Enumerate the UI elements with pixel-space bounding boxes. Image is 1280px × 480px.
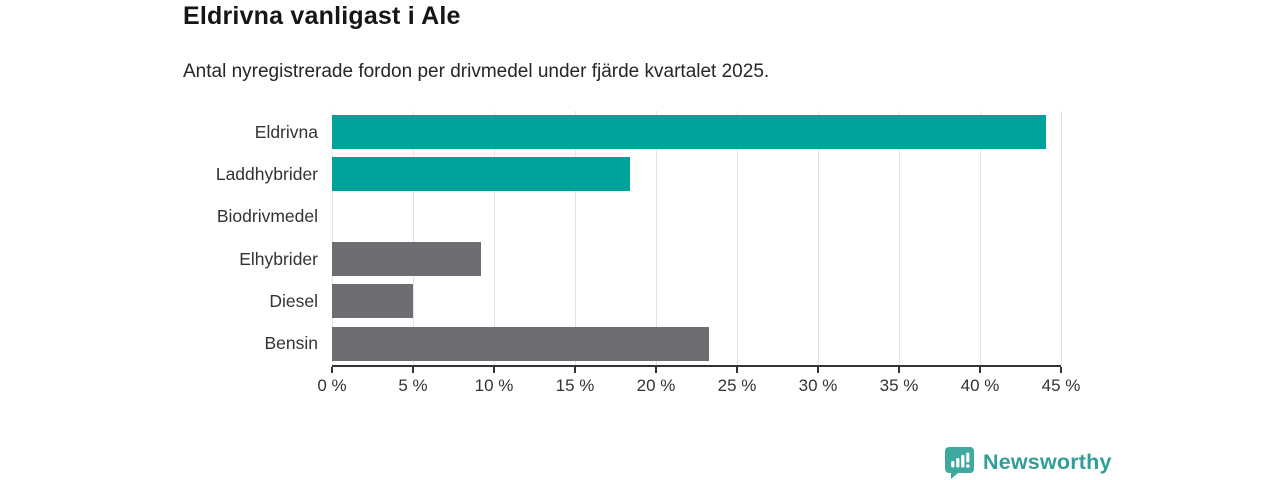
- bar-eldrivna: [332, 115, 1047, 150]
- x-axis-tick: [492, 367, 495, 373]
- x-axis-tick: [654, 367, 657, 373]
- grid-line: [493, 111, 495, 365]
- x-axis-tick: [817, 367, 819, 373]
- category-label-diesel: Diesel: [269, 290, 318, 311]
- grid-line: [737, 111, 738, 365]
- bar-bensin: [332, 326, 710, 361]
- bar-row: [332, 153, 1061, 195]
- x-axis-tick-label: 30 %: [798, 376, 838, 395]
- bar-row: [332, 238, 1061, 280]
- x-axis-tick-label: 40 %: [960, 376, 1000, 395]
- bar-rows: [332, 111, 1061, 365]
- x-axis-tick: [411, 367, 414, 373]
- plot-area: [332, 111, 1062, 367]
- grid-line: [332, 111, 333, 365]
- grid-line: [818, 111, 819, 365]
- bar-diesel: [332, 284, 413, 319]
- bar-row: [332, 323, 1061, 365]
- bar-laddhybrider: [332, 157, 631, 192]
- category-label-biodrivmedel: Biodrivmedel: [216, 206, 318, 227]
- chart-title: Eldrivna vanligast i Ale: [183, 2, 461, 30]
- grid-line: [899, 111, 900, 365]
- x-axis-tick: [1060, 367, 1062, 373]
- x-axis-tick-label: 20 %: [636, 376, 676, 395]
- x-axis-tick-label: 5 %: [398, 376, 428, 395]
- bar-row: [332, 196, 1061, 238]
- x-axis-tick-label: 25 %: [717, 376, 757, 395]
- grid-line: [1061, 111, 1062, 365]
- x-axis-tick: [574, 367, 576, 373]
- category-label-elhybrider: Elhybrider: [239, 248, 318, 269]
- x-axis-tick-label: 10 %: [474, 376, 514, 395]
- grid-line: [575, 111, 576, 365]
- x-axis-tick: [736, 367, 738, 373]
- x-axis-tick-label: 0 %: [317, 376, 347, 395]
- x-axis: 0 % 5 % 10 % 15 % 20 % 25 % 30 % 35 % 40 % 45 %: [317, 367, 1080, 397]
- x-axis-tick: [978, 367, 981, 373]
- x-axis-tick: [331, 367, 333, 373]
- newsworthy-logo: Newsworthy: [944, 446, 1112, 479]
- category-label-eldrivna: Eldrivna: [254, 121, 318, 142]
- x-axis-tick-label: 15 %: [555, 376, 595, 395]
- grid-line: [412, 111, 414, 365]
- x-axis-tick-label: 35 %: [879, 376, 919, 395]
- x-axis-tick-label: 45 %: [1041, 376, 1081, 395]
- bar-elhybrider: [332, 242, 482, 277]
- x-axis-tick: [898, 367, 900, 373]
- newsworthy-logo-text: Newsworthy: [983, 450, 1112, 474]
- category-label-laddhybrider: Laddhybrider: [215, 163, 318, 184]
- chart-subtitle: Antal nyregistrerade fordon per drivmede…: [183, 61, 770, 82]
- y-axis-category-labels: Eldrivna Laddhybrider Biodrivmedel Elhybrid…: [0, 111, 318, 365]
- category-label-bensin: Bensin: [264, 333, 318, 354]
- bar-row: [332, 280, 1061, 322]
- bar-row: [332, 111, 1061, 153]
- grid-line: [655, 111, 657, 365]
- newsworthy-bubble-barchart-icon: [945, 447, 974, 479]
- grid-line: [979, 111, 981, 365]
